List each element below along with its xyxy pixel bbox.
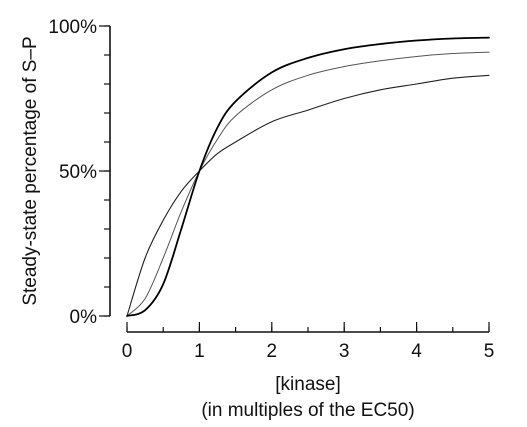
y-tick-label: 0% xyxy=(70,307,98,328)
x-tick-label: 0 xyxy=(122,341,133,362)
x-tick-label: 5 xyxy=(484,341,495,362)
series-line-2 xyxy=(126,51,490,317)
x-tick-label: 3 xyxy=(339,341,350,362)
tick-labels: 0% 50% 100% 0 1 2 3 4 5 xyxy=(48,17,494,362)
x-axis-label-line2: (in multiples of the EC50) xyxy=(201,400,414,421)
axes xyxy=(109,26,489,333)
x-tick-label: 1 xyxy=(194,341,205,362)
series-line-3 xyxy=(126,36,490,317)
y-tick-label: 100% xyxy=(48,17,97,38)
series-line-1 xyxy=(126,74,490,317)
series-lines xyxy=(126,36,490,317)
y-tick-label: 50% xyxy=(59,162,97,183)
ticks xyxy=(99,25,490,332)
x-tick-label: 2 xyxy=(267,341,278,362)
x-tick-label: 4 xyxy=(411,341,422,362)
y-axis-label: Steady-state percentage of S–P xyxy=(20,36,41,305)
x-axis-label: [kinase] xyxy=(275,374,340,395)
